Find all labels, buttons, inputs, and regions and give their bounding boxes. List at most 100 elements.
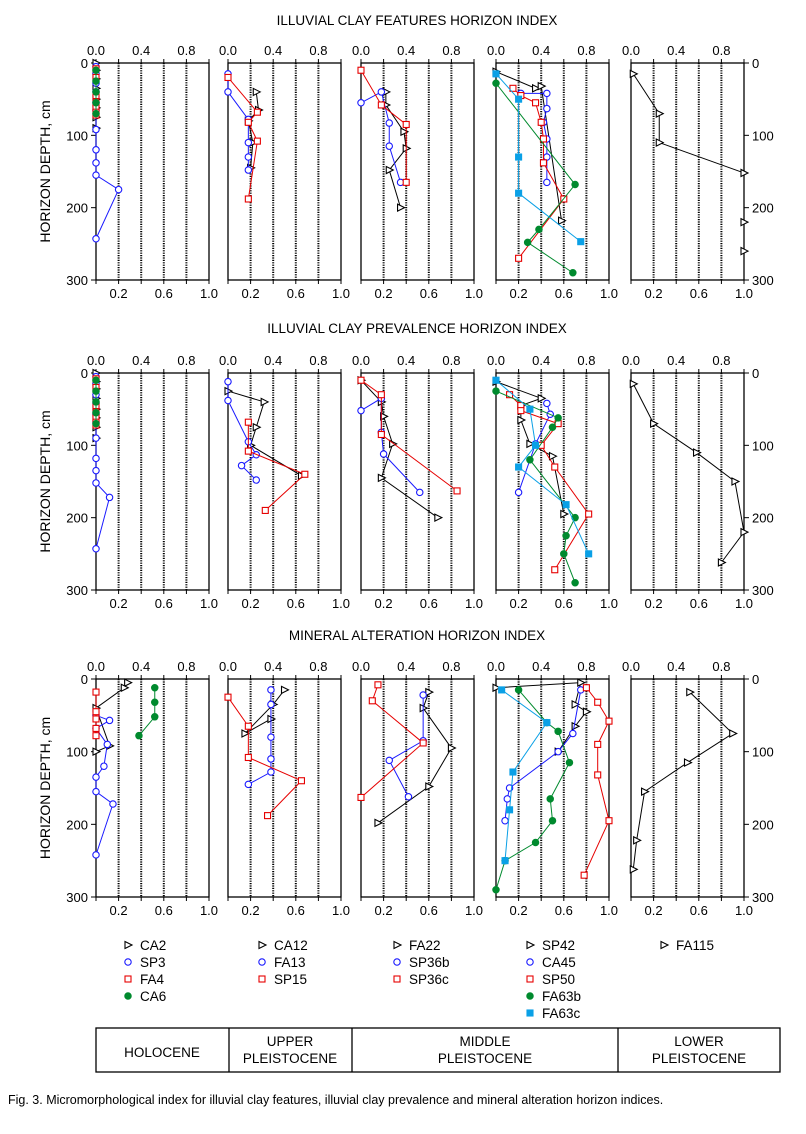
data-point bbox=[385, 142, 393, 150]
y-tick-label: 0 bbox=[81, 672, 88, 687]
panel-2: 0.0 0.4 0.8 0.2 0.6 1.0 bbox=[219, 659, 350, 918]
x-tick-label-bottom: 0.6 bbox=[555, 596, 573, 611]
data-point bbox=[252, 422, 262, 432]
data-point bbox=[92, 773, 100, 781]
x-tick-label-bottom: 0.6 bbox=[155, 286, 173, 301]
legend-label: FA115 bbox=[676, 938, 714, 953]
legend-label: FA22 bbox=[409, 938, 441, 953]
series-FA4 bbox=[92, 688, 100, 740]
x-tick-label-top: 0.4 bbox=[667, 353, 685, 368]
data-point bbox=[543, 104, 551, 113]
data-point bbox=[571, 721, 581, 731]
data-point bbox=[92, 466, 100, 475]
x-tick-label-top: 0.4 bbox=[397, 353, 415, 368]
data-point bbox=[517, 415, 527, 425]
data-point bbox=[280, 685, 290, 695]
data-point bbox=[92, 732, 100, 740]
data-point bbox=[539, 159, 548, 167]
data-point bbox=[539, 135, 548, 143]
data-point bbox=[554, 414, 562, 422]
series-line bbox=[360, 684, 424, 798]
legend-label: FA63c bbox=[542, 1006, 581, 1021]
legend-label: CA45 bbox=[542, 955, 576, 970]
x-tick-label-top: 0.0 bbox=[352, 43, 370, 58]
x-tick-label-bottom: 1.0 bbox=[600, 596, 618, 611]
panel-frame bbox=[95, 678, 210, 898]
data-point bbox=[551, 566, 559, 574]
x-tick-label-bottom: 1.0 bbox=[332, 286, 350, 301]
data-point bbox=[537, 81, 547, 91]
data-point bbox=[554, 747, 562, 756]
data-point bbox=[377, 88, 386, 96]
x-tick-label-bottom: 0.2 bbox=[645, 596, 663, 611]
x-tick-label-top: 0.0 bbox=[622, 353, 640, 368]
x-tick-label-bottom: 0.6 bbox=[555, 286, 573, 301]
series-FA63c bbox=[492, 376, 593, 558]
data-point bbox=[515, 153, 523, 161]
figure-caption: Fig. 3. Micromorphological index for ill… bbox=[8, 1093, 664, 1107]
series-CA6 bbox=[92, 376, 100, 428]
data-point bbox=[105, 493, 114, 502]
data-point bbox=[92, 125, 100, 134]
data-point bbox=[571, 700, 581, 709]
panel-3: 0.0 0.4 0.8 0.2 0.6 1.0 bbox=[352, 659, 483, 918]
x-tick-label-bottom: 1.0 bbox=[735, 596, 753, 611]
legend-marker bbox=[526, 940, 536, 950]
x-tick-label-top: 0.8 bbox=[577, 659, 595, 674]
series-line bbox=[632, 73, 745, 252]
data-point bbox=[244, 418, 252, 426]
age-label: HOLOCENE bbox=[124, 1045, 200, 1060]
data-point bbox=[92, 419, 100, 428]
data-point bbox=[252, 87, 262, 97]
x-tick-label-top: 0.4 bbox=[532, 659, 550, 674]
data-point bbox=[224, 73, 232, 82]
x-tick-label-bottom: 0.6 bbox=[420, 596, 438, 611]
data-point bbox=[244, 195, 252, 203]
data-point bbox=[267, 768, 275, 776]
data-point bbox=[594, 740, 602, 748]
data-point bbox=[501, 857, 509, 865]
x-tick-label-top: 0.4 bbox=[132, 353, 150, 368]
legend-marker bbox=[393, 940, 403, 950]
data-point bbox=[503, 795, 512, 803]
data-point bbox=[224, 88, 232, 96]
data-point bbox=[515, 254, 523, 262]
panel-frame bbox=[495, 372, 610, 591]
data-point bbox=[740, 527, 750, 537]
data-point bbox=[535, 225, 543, 234]
legend-marker bbox=[526, 1009, 534, 1017]
data-point bbox=[267, 733, 275, 741]
data-point bbox=[523, 238, 532, 247]
data-point bbox=[92, 146, 100, 154]
legend-marker bbox=[124, 940, 134, 950]
data-point bbox=[548, 451, 558, 461]
data-point bbox=[400, 127, 410, 137]
series-SP50 bbox=[580, 684, 613, 879]
x-tick-label-top: 0.4 bbox=[264, 659, 282, 674]
age-label: UPPER bbox=[267, 1034, 314, 1049]
x-tick-label-top: 0.8 bbox=[442, 659, 460, 674]
data-point bbox=[560, 550, 568, 558]
data-point bbox=[103, 740, 112, 749]
x-tick-label-top: 0.0 bbox=[487, 659, 505, 674]
data-point bbox=[92, 77, 100, 85]
x-tick-label-bottom: 1.0 bbox=[735, 286, 753, 301]
x-tick-label-bottom: 0.6 bbox=[690, 903, 708, 918]
panel-5: 0.0 0.4 0.8 0.2 0.6 1.0 0 100 200 300 bbox=[622, 659, 774, 918]
data-point bbox=[244, 138, 253, 147]
x-tick-label-top: 0.4 bbox=[264, 43, 282, 58]
x-tick-label-top: 0.4 bbox=[397, 659, 415, 674]
data-point bbox=[543, 89, 551, 98]
data-point bbox=[569, 269, 577, 277]
series-line bbox=[360, 69, 407, 183]
data-point bbox=[531, 83, 541, 93]
x-tick-label-top: 0.8 bbox=[442, 43, 460, 58]
x-tick-label-top: 0.4 bbox=[132, 43, 150, 58]
x-tick-label-top: 0.8 bbox=[309, 43, 327, 58]
series-line bbox=[360, 379, 439, 519]
data-point bbox=[526, 439, 536, 449]
series-FA115 bbox=[629, 687, 738, 874]
y-tick-label: 0 bbox=[81, 366, 88, 381]
x-tick-label-top: 0.4 bbox=[132, 659, 150, 674]
series-line bbox=[247, 422, 306, 511]
